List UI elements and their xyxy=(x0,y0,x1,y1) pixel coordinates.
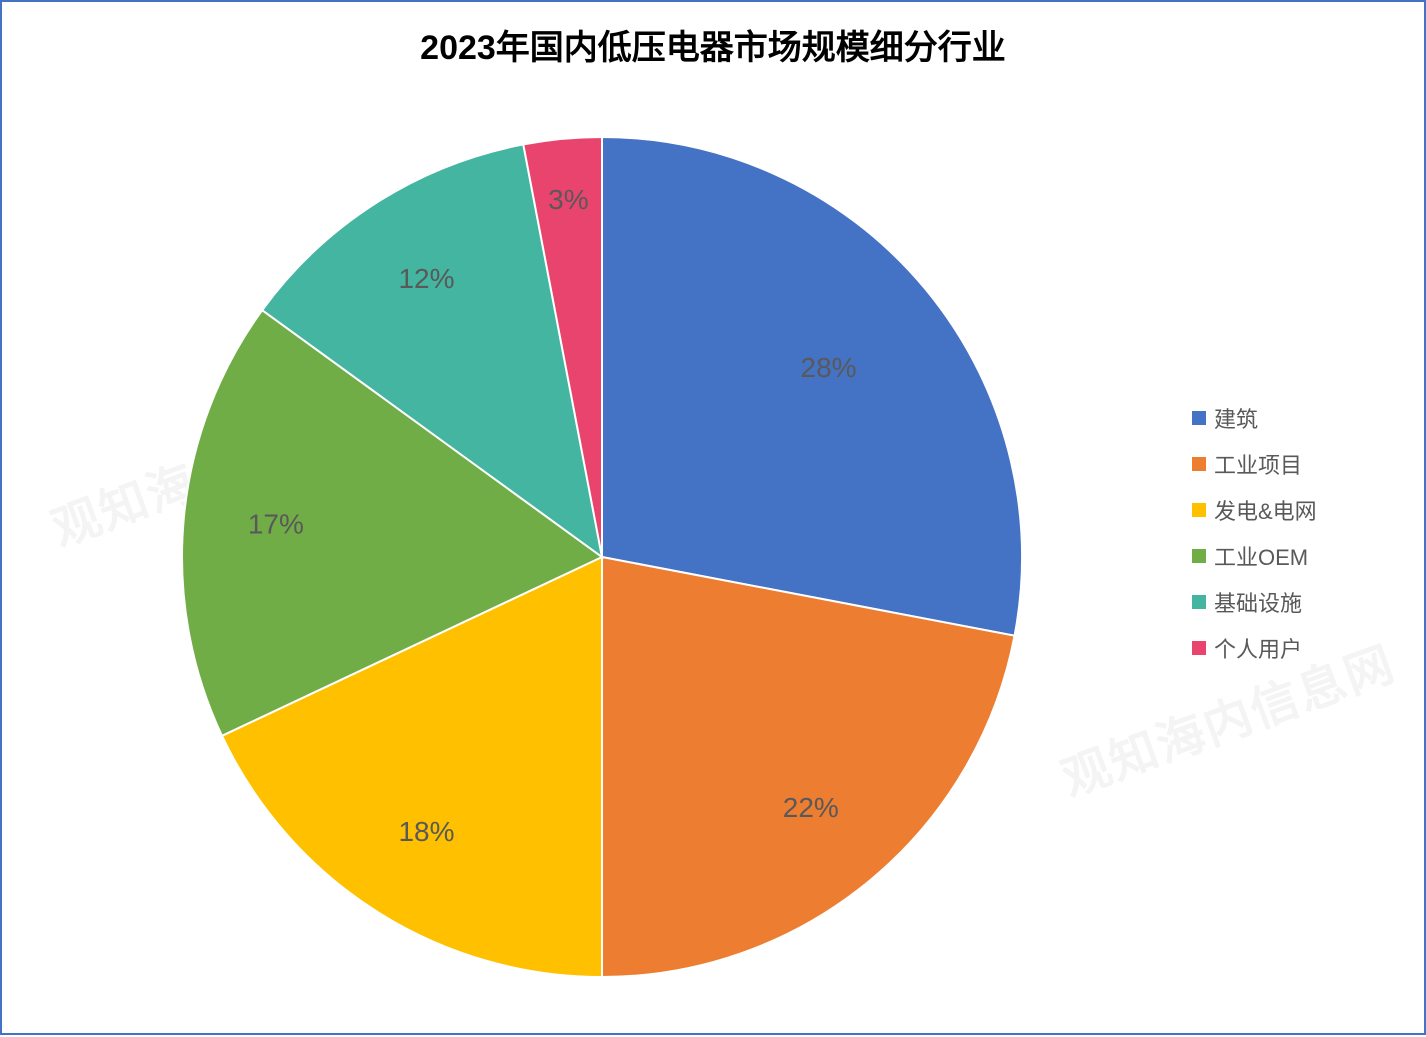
legend-swatch-0 xyxy=(1192,411,1206,425)
legend-label-4: 基础设施 xyxy=(1214,586,1302,618)
legend-label-0: 建筑 xyxy=(1214,402,1258,434)
chart-frame: 2023年国内低压电器市场规模细分行业 观知海内信息网 观知海内信息网 28%2… xyxy=(0,0,1426,1035)
pie-slice-label-5: 3% xyxy=(548,184,588,215)
legend-item-4: 基础设施 xyxy=(1192,586,1317,618)
legend-swatch-5 xyxy=(1192,641,1206,655)
legend-item-2: 发电&电网 xyxy=(1192,494,1317,526)
legend-label-2: 发电&电网 xyxy=(1214,494,1317,526)
pie-slice-label-4: 12% xyxy=(398,263,454,294)
legend-swatch-3 xyxy=(1192,549,1206,563)
legend-label-3: 工业OEM xyxy=(1214,540,1308,572)
legend-item-3: 工业OEM xyxy=(1192,540,1317,572)
legend-swatch-1 xyxy=(1192,457,1206,471)
pie-slice-label-2: 18% xyxy=(398,816,454,847)
pie-slice-0 xyxy=(602,137,1022,636)
pie-slice-label-0: 28% xyxy=(801,352,857,383)
legend-swatch-4 xyxy=(1192,595,1206,609)
legend-item-0: 建筑 xyxy=(1192,402,1317,434)
legend-item-1: 工业项目 xyxy=(1192,448,1317,480)
legend-label-1: 工业项目 xyxy=(1214,448,1302,480)
pie-slice-label-1: 22% xyxy=(783,792,839,823)
legend: 建筑工业项目发电&电网工业OEM 基础设施个人用户 xyxy=(1192,402,1317,678)
pie-slice-label-3: 17% xyxy=(248,509,304,540)
legend-item-5: 个人用户 xyxy=(1192,632,1317,664)
legend-label-5: 个人用户 xyxy=(1214,632,1302,664)
legend-swatch-2 xyxy=(1192,503,1206,517)
